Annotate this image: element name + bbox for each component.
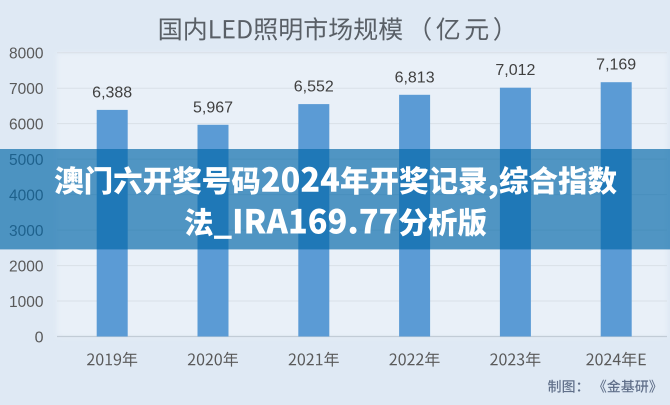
svg-text:2000: 2000 (9, 258, 44, 275)
svg-text:8000: 8000 (9, 46, 44, 63)
svg-text:7000: 7000 (9, 81, 44, 98)
svg-text:7,012: 7,012 (495, 62, 535, 79)
svg-text:6,813: 6,813 (395, 69, 435, 86)
svg-text:6,388: 6,388 (92, 84, 132, 101)
svg-text:1000: 1000 (9, 294, 44, 311)
svg-text:6,552: 6,552 (294, 79, 334, 96)
svg-text:6000: 6000 (9, 116, 44, 133)
svg-text:7,169: 7,169 (596, 57, 636, 74)
svg-text:5,967: 5,967 (193, 99, 233, 116)
svg-text:0: 0 (35, 329, 44, 346)
